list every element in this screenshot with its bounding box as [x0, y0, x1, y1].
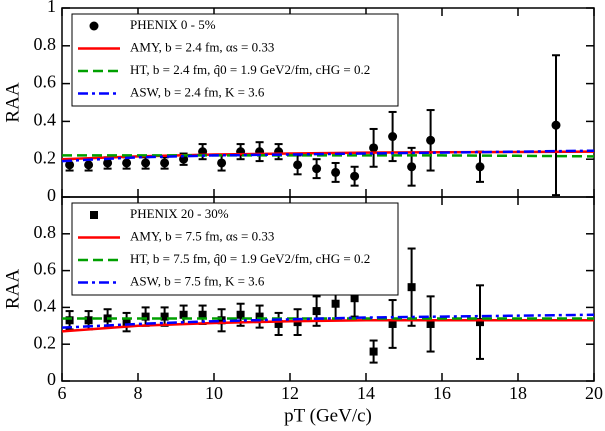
legend-label: HT, b = 2.4 fm, q̂0 = 1.9 GeV2/fm, cHG =…	[130, 62, 370, 77]
curve	[61, 313, 595, 329]
point	[84, 316, 93, 325]
point	[236, 310, 245, 319]
legend-label: ASW, b = 2.4 fm, K = 3.6	[130, 84, 265, 99]
legend-label: AMY, b = 2.4 fm, αs = 0.33	[130, 39, 274, 54]
point	[84, 160, 94, 170]
point	[103, 158, 113, 168]
point	[426, 135, 436, 145]
point	[293, 160, 303, 170]
point	[475, 162, 485, 172]
point	[255, 312, 264, 321]
point	[179, 310, 188, 319]
y-tick-label: 0.2	[34, 332, 57, 352]
point	[388, 319, 397, 328]
curve	[61, 149, 595, 163]
point	[274, 319, 283, 328]
y-tick-label: 0.6	[34, 72, 57, 92]
point	[65, 160, 75, 170]
point	[407, 283, 416, 292]
point	[331, 299, 340, 308]
point	[350, 294, 359, 303]
point	[369, 143, 379, 153]
point	[141, 158, 151, 168]
point	[217, 158, 227, 168]
y-tick-label: 0.6	[34, 259, 57, 279]
x-tick-label: 6	[58, 383, 67, 403]
legend-box	[71, 13, 399, 107]
point	[369, 347, 378, 356]
y-tick-label: 0.8	[34, 34, 57, 54]
y-tick-label: 0.4	[34, 296, 57, 316]
y-tick-label: 0.8	[34, 222, 57, 242]
point	[160, 158, 170, 168]
y-tick-label: 0.2	[34, 147, 57, 167]
point	[388, 132, 398, 142]
point	[217, 316, 226, 325]
x-tick-label: 20	[585, 383, 603, 403]
point	[65, 316, 74, 325]
point	[160, 312, 169, 321]
point	[198, 310, 207, 319]
x-axis-label: pT (GeV/c)	[284, 405, 372, 426]
point	[350, 171, 360, 181]
curve	[61, 319, 594, 333]
y-tick-label: 1	[47, 0, 56, 16]
point	[141, 312, 150, 321]
legend-label: PHENIX 0 - 5%	[130, 17, 216, 32]
y-tick-label: 0.4	[34, 110, 57, 130]
legend-marker	[90, 211, 98, 219]
point	[312, 164, 322, 174]
legend-label: HT, b = 7.5 fm, q̂0 = 1.9 GeV2/fm, cHG =…	[130, 251, 370, 266]
point	[551, 120, 561, 130]
y-axis-label: RAA	[2, 82, 23, 122]
plot-frame	[61, 196, 595, 382]
y-axis-label: RAA	[2, 269, 23, 309]
point	[312, 307, 321, 316]
point	[476, 318, 484, 327]
x-tick-label: 16	[433, 383, 451, 403]
legend-label: PHENIX 20 - 30%	[130, 206, 229, 221]
point	[331, 167, 341, 177]
x-tick-label: 14	[357, 383, 375, 403]
x-tick-label: 12	[281, 383, 299, 403]
point	[122, 318, 131, 327]
y-tick-label: 0	[47, 369, 56, 389]
point	[407, 162, 417, 172]
x-tick-label: 10	[205, 383, 223, 403]
y-tick-label: 0	[47, 185, 56, 205]
legend-label: AMY, b = 7.5 fm, αs = 0.33	[130, 228, 274, 243]
legend-box	[71, 202, 399, 296]
point	[426, 319, 435, 328]
x-tick-label: 8	[134, 383, 143, 403]
x-tick-label: 18	[509, 383, 527, 403]
legend-marker	[89, 21, 99, 31]
point	[122, 158, 132, 168]
curve	[62, 154, 595, 158]
legend-label: ASW, b = 7.5 fm, K = 3.6	[130, 273, 265, 288]
